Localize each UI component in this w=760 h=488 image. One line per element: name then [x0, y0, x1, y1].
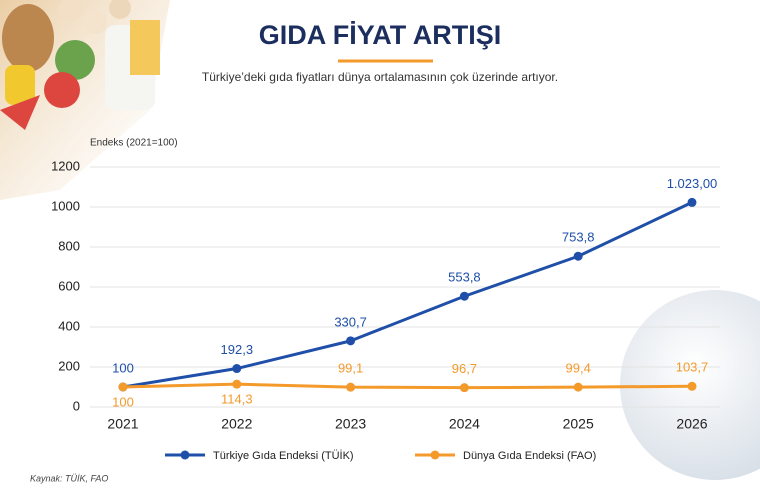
- data-point: [346, 336, 356, 346]
- series-line: [122, 382, 693, 390]
- source: Kaynak: TÜİK, FAO: [30, 473, 108, 483]
- data-label: 100: [112, 360, 134, 375]
- data-label: 553,8: [448, 270, 481, 285]
- y-tick-label: 1000: [51, 198, 80, 213]
- data-point: [459, 383, 469, 393]
- data-point: [232, 364, 242, 374]
- data-label: 1.023,00: [667, 176, 718, 191]
- y-tick-label: 600: [58, 278, 80, 293]
- food-illustration: [0, 0, 170, 200]
- data-point: [346, 382, 356, 392]
- y-tick-label: 800: [58, 238, 80, 253]
- data-label: 99,4: [566, 361, 591, 376]
- y-tick-label: 0: [73, 398, 80, 413]
- y-tick-label: 1200: [51, 158, 80, 173]
- data-label: 100: [112, 394, 134, 409]
- x-tick-label: 2023: [335, 416, 366, 432]
- data-point: [459, 291, 469, 301]
- chart-subtitle: Türkiye’deki gıda fiyatları dünya ortala…: [202, 70, 558, 84]
- x-tick-label: 2022: [221, 416, 252, 432]
- y-tick-label: 200: [58, 358, 80, 373]
- legend-marker: [180, 450, 190, 460]
- data-point: [573, 251, 583, 261]
- data-point: [687, 197, 697, 207]
- data-label: 114,3: [221, 392, 253, 407]
- chart-title: GIDA FİYAT ARTIŞI: [259, 20, 502, 50]
- x-tick-label: 2025: [563, 416, 594, 432]
- data-label: 192,3: [221, 342, 254, 357]
- data-point: [687, 381, 697, 391]
- data-label: 99,1: [338, 361, 363, 376]
- data-point: [573, 382, 583, 392]
- x-tick-label: 2024: [449, 416, 480, 432]
- data-point: [118, 382, 128, 392]
- legend-label: Türkiye Gıda Endeksi (TÜİK): [213, 449, 354, 462]
- x-tick-label: 2021: [107, 416, 138, 432]
- y-axis-label: Endeks (2021=100): [90, 138, 178, 149]
- y-tick-label: 400: [58, 318, 80, 333]
- data-point: [232, 379, 242, 389]
- data-label: 753,8: [562, 230, 595, 245]
- series-line: [122, 201, 693, 389]
- x-tick-label: 2026: [676, 416, 707, 432]
- data-label: 96,7: [452, 361, 477, 376]
- data-label: 330,7: [334, 314, 367, 329]
- legend-marker: [430, 450, 440, 460]
- data-label: 103,7: [676, 360, 709, 375]
- legend-label: Dünya Gıda Endeksi (FAO): [463, 450, 596, 462]
